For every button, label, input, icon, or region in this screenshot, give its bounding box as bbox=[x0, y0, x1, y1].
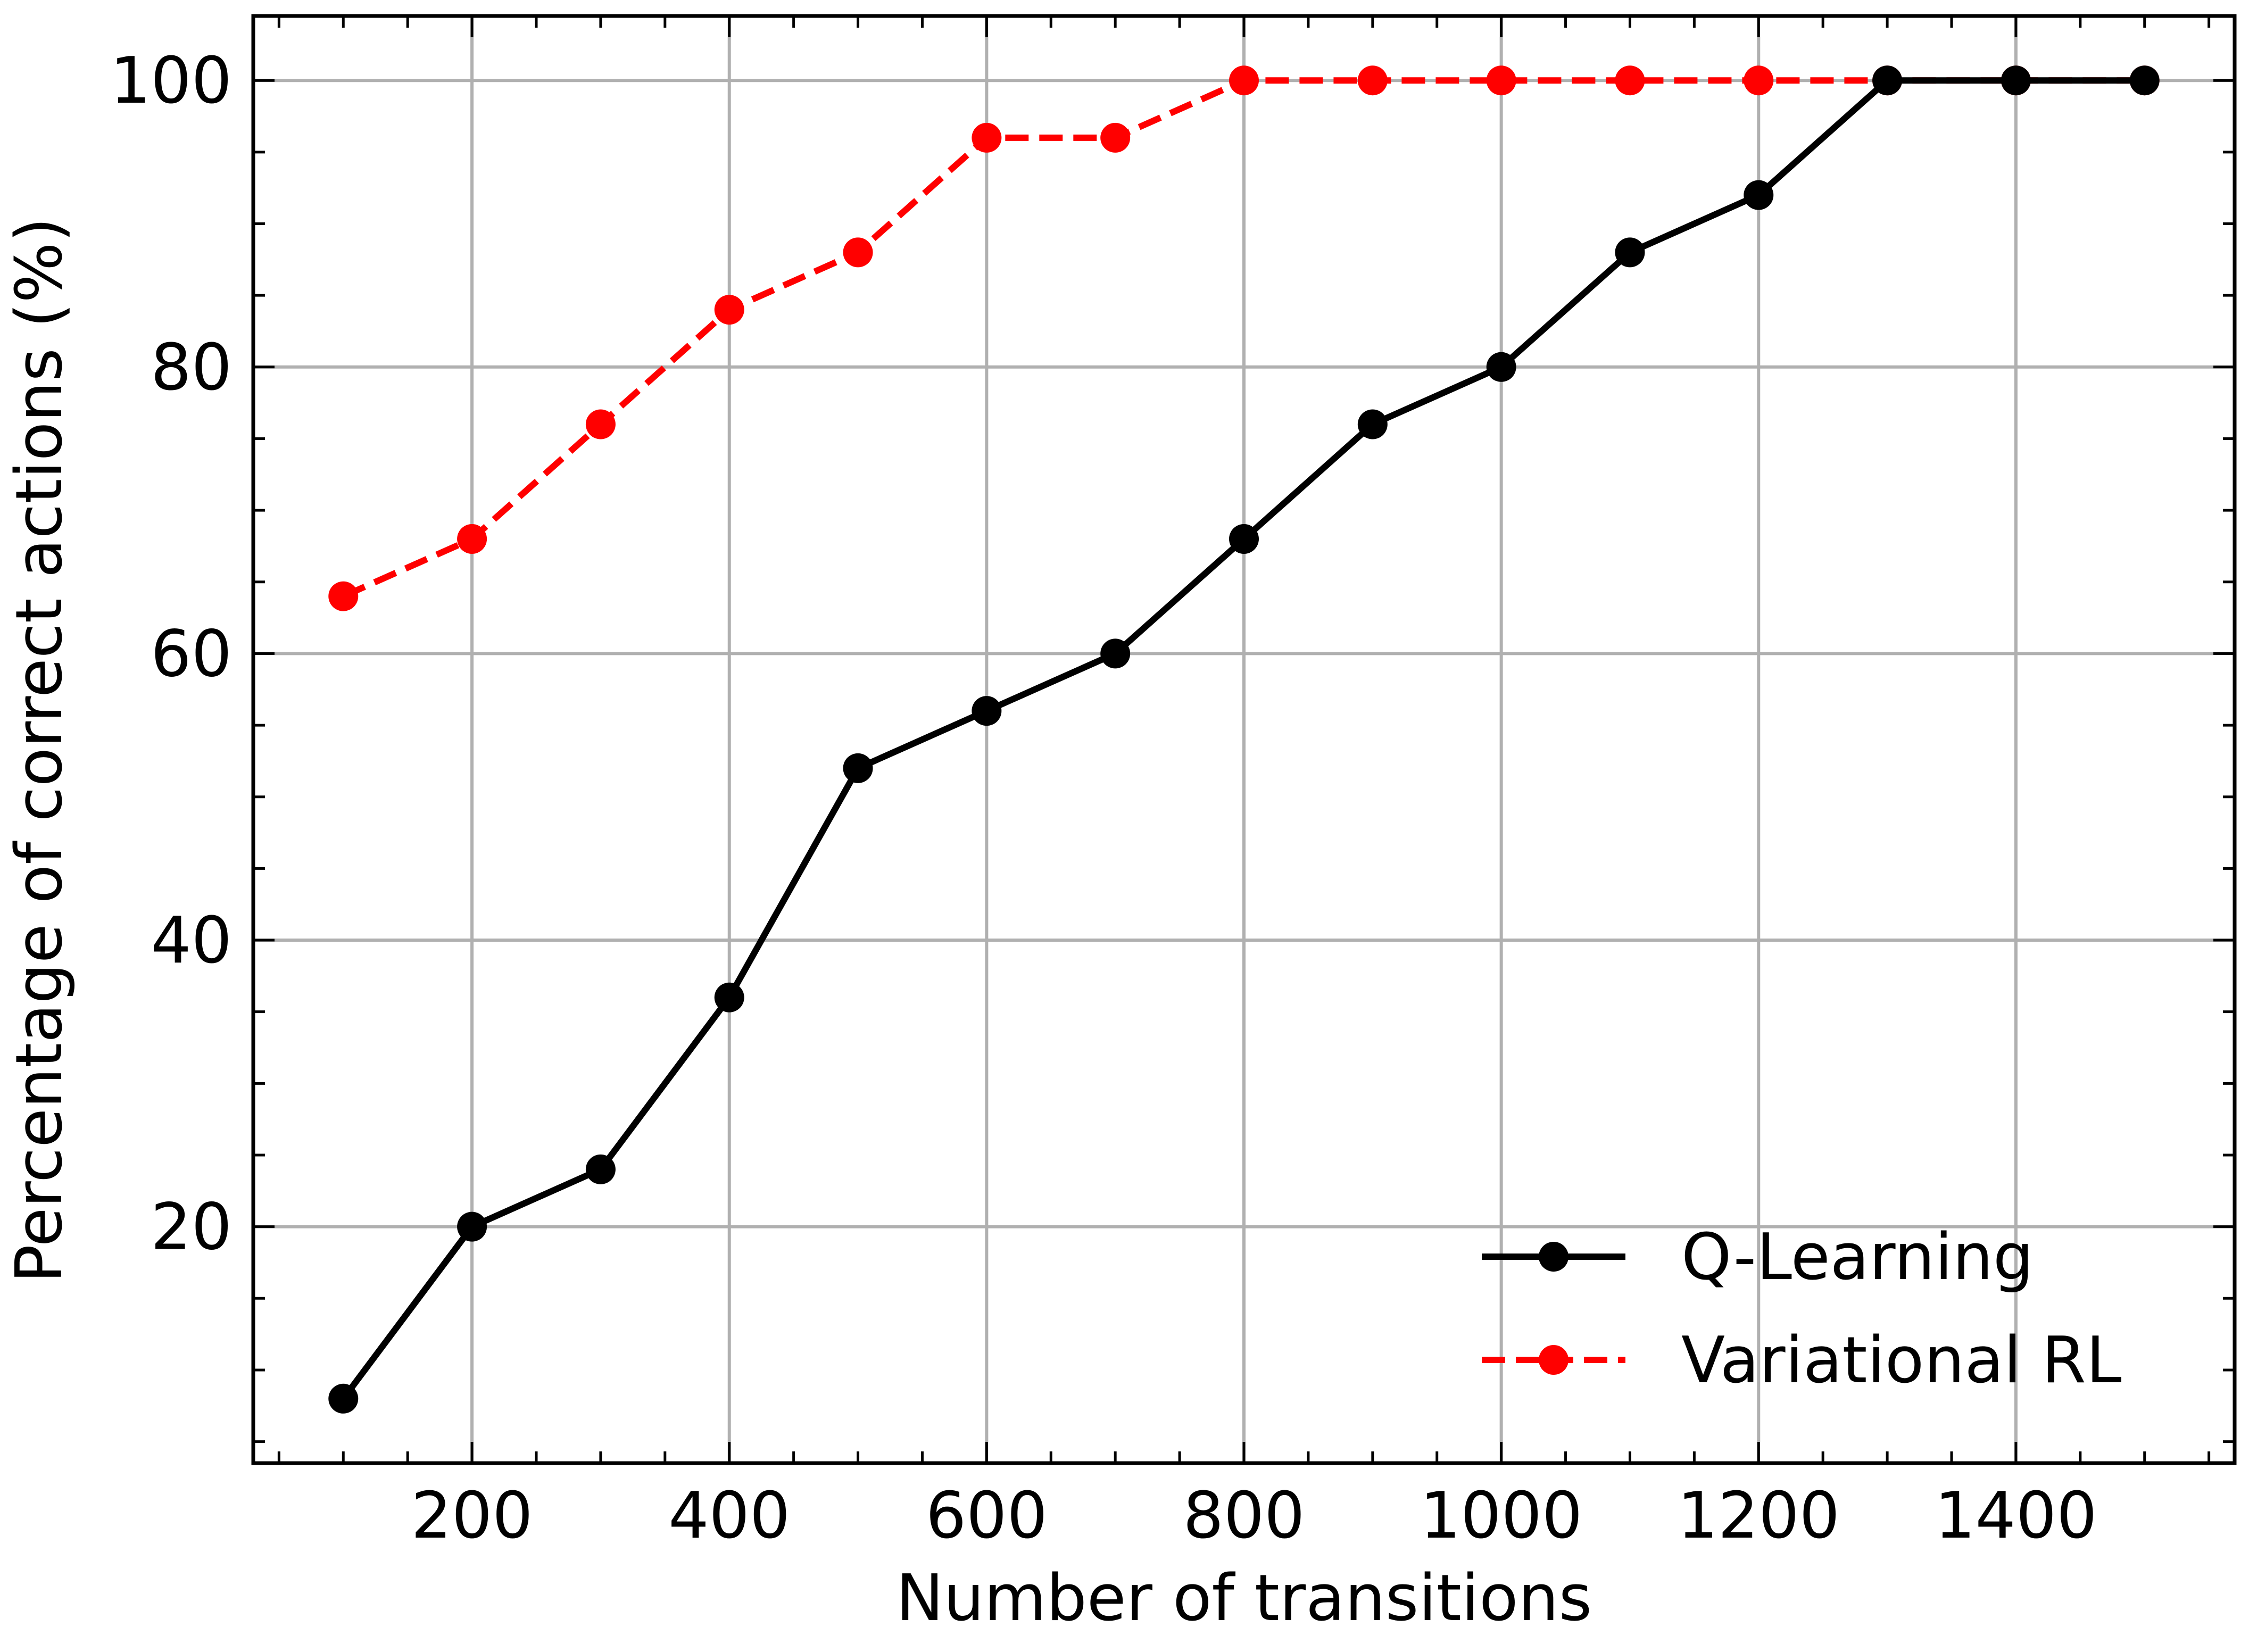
data-point-q-learning bbox=[328, 1383, 359, 1414]
legend-marker-q-learning bbox=[1539, 1242, 1569, 1272]
data-point-q-learning bbox=[1486, 352, 1516, 382]
y-tick-label: 20 bbox=[151, 1191, 232, 1265]
data-point-variational-rl bbox=[1229, 65, 1259, 96]
legend-label-variational-rl: Variational RL bbox=[1681, 1324, 2122, 1398]
x-tick-label: 400 bbox=[668, 1479, 790, 1553]
legend-item-variational-rl: Variational RL bbox=[1482, 1324, 2122, 1398]
data-point-q-learning bbox=[1100, 638, 1131, 669]
x-tick-label: 1000 bbox=[1420, 1479, 1582, 1553]
data-point-q-learning bbox=[714, 982, 744, 1012]
data-point-q-learning bbox=[1357, 409, 1388, 439]
data-point-q-learning bbox=[843, 753, 873, 783]
legend-marker-variational-rl bbox=[1539, 1345, 1569, 1375]
data-point-q-learning bbox=[1744, 180, 1774, 210]
series-q-learning bbox=[328, 65, 2160, 1414]
tick-layer bbox=[253, 16, 2235, 1463]
data-point-variational-rl bbox=[1100, 122, 1131, 153]
data-point-q-learning bbox=[1229, 524, 1259, 554]
data-point-q-learning bbox=[1615, 237, 1645, 268]
data-point-q-learning bbox=[972, 696, 1002, 726]
data-point-variational-rl bbox=[714, 295, 744, 325]
data-point-variational-rl bbox=[585, 409, 616, 439]
data-point-variational-rl bbox=[457, 524, 487, 554]
legend-label-q-learning: Q-Learning bbox=[1681, 1221, 2034, 1294]
y-tick-label: 60 bbox=[151, 617, 232, 691]
y-axis-label: Percentage of correct actions (%) bbox=[3, 217, 77, 1283]
x-axis-label: Number of transitions bbox=[896, 1562, 1592, 1636]
data-point-variational-rl bbox=[843, 237, 873, 268]
data-point-variational-rl bbox=[1486, 65, 1516, 96]
label-layer: 200 400 600 800 1000 1200 1400 20 40 60 80 100 Numbe… bbox=[3, 44, 2097, 1636]
x-tick-label: 1200 bbox=[1678, 1479, 1840, 1553]
y-tick-label: 100 bbox=[110, 44, 232, 118]
y-tick-label: 80 bbox=[151, 331, 232, 405]
data-point-variational-rl bbox=[1615, 65, 1645, 96]
x-tick-label: 600 bbox=[926, 1479, 1048, 1553]
x-tick-label: 200 bbox=[411, 1479, 533, 1553]
legend-item-q-learning: Q-Learning bbox=[1482, 1221, 2034, 1294]
y-tick-label: 40 bbox=[151, 904, 232, 978]
data-point-q-learning bbox=[585, 1154, 616, 1184]
data-point-q-learning bbox=[1872, 65, 1903, 96]
data-point-q-learning bbox=[457, 1211, 487, 1242]
data-point-variational-rl bbox=[1357, 65, 1388, 96]
legend: Q-Learning Variational RL bbox=[1482, 1221, 2122, 1398]
x-tick-label: 800 bbox=[1183, 1479, 1305, 1553]
grid-layer bbox=[253, 16, 2235, 1463]
data-point-variational-rl bbox=[972, 122, 1002, 153]
data-point-variational-rl bbox=[1744, 65, 1774, 96]
data-point-q-learning bbox=[2001, 65, 2031, 96]
data-point-q-learning bbox=[2129, 65, 2160, 96]
series-layer bbox=[328, 65, 2160, 1414]
x-tick-label: 1400 bbox=[1935, 1479, 2097, 1553]
data-point-variational-rl bbox=[328, 581, 359, 611]
